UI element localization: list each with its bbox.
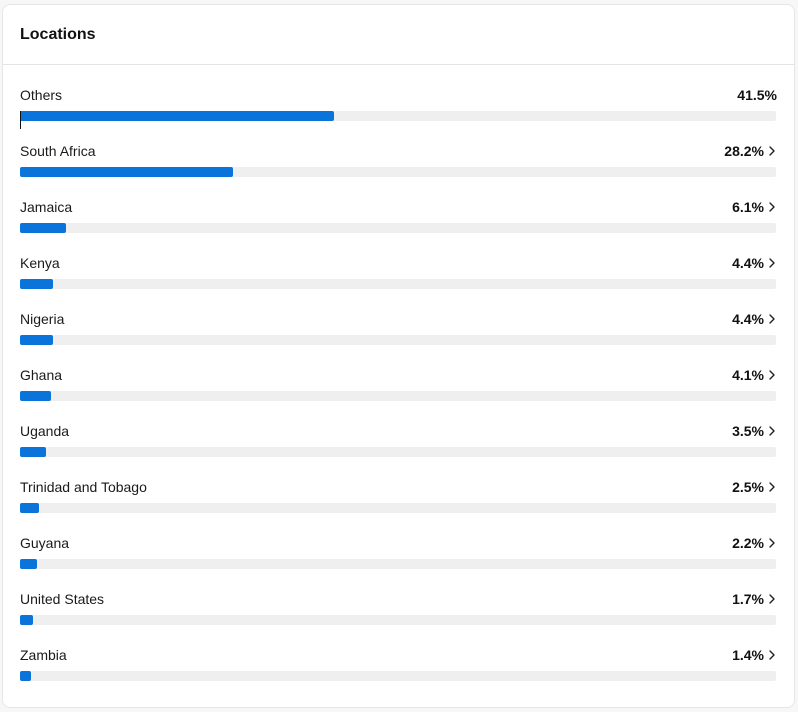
location-value: 4.1% [732,367,777,383]
location-bar-track [20,111,776,129]
location-row[interactable]: Zambia 1.4% [20,643,777,699]
chevron-right-icon[interactable] [767,425,777,437]
location-value: 41.5% [737,87,777,103]
location-bar-track [20,615,776,625]
location-bar-fill [20,223,66,233]
location-label: Jamaica [20,199,73,215]
chevron-right-icon[interactable] [767,145,777,157]
location-label: Trinidad and Tobago [20,479,147,495]
location-bar-track [20,559,776,569]
location-percent: 4.1% [732,367,764,383]
location-bar-track [20,503,776,513]
location-percent: 1.7% [732,591,764,607]
location-label: Nigeria [20,311,65,327]
chevron-right-icon[interactable] [767,369,777,381]
location-label: South Africa [20,143,96,159]
location-bar-fill [20,335,53,345]
location-bar-fill [20,615,33,625]
location-value: 28.2% [724,143,777,159]
chevron-right-icon[interactable] [767,201,777,213]
location-bar-fill [20,503,39,513]
location-row[interactable]: Jamaica 6.1% [20,195,777,251]
location-value: 6.1% [732,199,777,215]
location-bar-fill [20,111,334,121]
location-bar-track [20,223,776,233]
location-value: 3.5% [732,423,777,439]
location-bar-fill [20,391,51,401]
location-value: 4.4% [732,255,777,271]
location-row[interactable]: Uganda 3.5% [20,419,777,475]
location-value: 1.7% [732,591,777,607]
location-bar-track [20,167,776,177]
chevron-right-icon[interactable] [767,257,777,269]
location-bar-track [20,447,776,457]
location-bar-track [20,671,776,681]
location-bar-track [20,335,776,345]
location-percent: 41.5% [737,87,777,103]
location-value: 2.2% [732,535,777,551]
location-bar-fill [20,671,31,681]
location-bar-fill [20,167,233,177]
location-row[interactable]: Ghana 4.1% [20,363,777,419]
card-header: Locations [3,5,794,65]
location-bar-track [20,391,776,401]
location-value: 1.4% [732,647,777,663]
location-row: Others 41.5% [20,83,777,139]
location-percent: 4.4% [732,255,764,271]
locations-list: Others 41.5% South Africa 28.2% Jamaica 6.1% K… [3,83,794,699]
location-percent: 4.4% [732,311,764,327]
location-label: Ghana [20,367,63,383]
location-percent: 2.5% [732,479,764,495]
location-percent: 6.1% [732,199,764,215]
location-label: Kenya [20,255,60,271]
card-title: Locations [20,25,96,43]
chevron-right-icon[interactable] [767,649,777,661]
location-row[interactable]: South Africa 28.2% [20,139,777,195]
location-label: United States [20,591,105,607]
location-bar-track [20,279,776,289]
chevron-right-icon[interactable] [767,537,777,549]
location-row[interactable]: United States 1.7% [20,587,777,643]
location-value: 4.4% [732,311,777,327]
location-percent: 2.2% [732,535,764,551]
location-percent: 1.4% [732,647,764,663]
location-bar-fill [20,447,46,457]
text-cursor [20,111,21,129]
chevron-right-icon[interactable] [767,593,777,605]
location-row[interactable]: Guyana 2.2% [20,531,777,587]
location-value: 2.5% [732,479,777,495]
location-label: Uganda [20,423,70,439]
location-label: Guyana [20,535,70,551]
locations-card: Locations Others 41.5% South Africa 28.2% Ja… [2,4,795,708]
location-row[interactable]: Kenya 4.4% [20,251,777,307]
location-label: Others [20,87,63,103]
location-label: Zambia [20,647,67,663]
chevron-right-icon[interactable] [767,313,777,325]
location-percent: 3.5% [732,423,764,439]
location-row[interactable]: Nigeria 4.4% [20,307,777,363]
location-percent: 28.2% [724,143,764,159]
location-bar-fill [20,279,53,289]
location-bar-fill [20,559,37,569]
chevron-right-icon[interactable] [767,481,777,493]
location-row[interactable]: Trinidad and Tobago 2.5% [20,475,777,531]
